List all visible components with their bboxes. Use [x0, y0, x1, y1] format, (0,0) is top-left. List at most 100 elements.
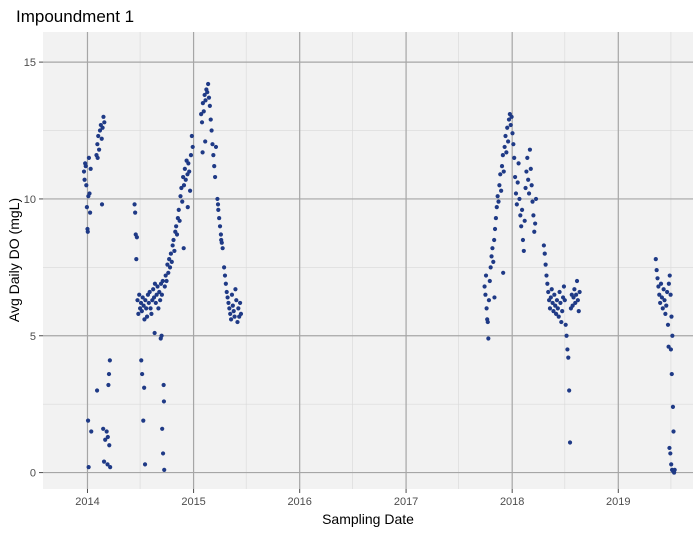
data-point: [149, 311, 154, 316]
x-tick-label: 2014: [75, 496, 99, 508]
data-point: [665, 322, 671, 327]
data-point: [231, 309, 236, 314]
data-point: [203, 139, 208, 144]
data-point: [228, 317, 234, 322]
data-point: [484, 306, 489, 311]
data-point: [669, 462, 674, 467]
data-point: [664, 303, 669, 308]
data-point: [163, 273, 168, 278]
data-point: [666, 281, 671, 286]
data-point: [99, 136, 104, 141]
data-point: [147, 289, 152, 295]
data-point: [229, 292, 235, 297]
data-point: [232, 314, 237, 319]
data-point: [139, 358, 144, 363]
data-point: [190, 144, 195, 150]
data-point: [140, 295, 145, 300]
data-point: [541, 243, 546, 248]
data-point: [486, 336, 491, 341]
data-point: [483, 273, 489, 278]
data-point: [567, 440, 573, 445]
data-point: [162, 284, 167, 289]
data-point: [519, 224, 524, 229]
data-point: [143, 298, 148, 303]
data-point: [494, 205, 499, 210]
data-point: [501, 169, 506, 174]
data-point: [503, 133, 508, 139]
data-point: [483, 292, 488, 297]
data-point: [573, 300, 578, 306]
data-point: [135, 298, 140, 303]
data-point: [506, 139, 511, 144]
data-point: [107, 443, 112, 448]
data-point: [160, 451, 166, 456]
data-point: [482, 284, 487, 289]
data-point: [486, 298, 492, 303]
data-point: [533, 221, 538, 226]
data-point: [107, 358, 112, 363]
data-point: [506, 117, 512, 122]
data-point: [562, 298, 567, 303]
data-point: [553, 303, 558, 308]
data-point: [153, 300, 158, 306]
data-point: [492, 237, 497, 243]
data-point: [667, 445, 672, 451]
data-point: [133, 210, 138, 215]
data-point: [566, 355, 571, 360]
data-point: [656, 284, 661, 289]
data-point: [547, 306, 553, 311]
data-point: [570, 303, 575, 308]
data-point: [177, 218, 182, 223]
data-point: [151, 295, 157, 300]
data-point: [552, 292, 557, 297]
data-point: [101, 459, 107, 464]
data-point: [185, 205, 190, 210]
data-point: [544, 273, 549, 278]
data-point: [225, 295, 230, 300]
data-point: [237, 300, 243, 306]
data-point: [545, 281, 550, 286]
data-point: [200, 101, 205, 106]
data-point: [151, 287, 156, 292]
data-point: [142, 385, 147, 390]
data-point: [95, 155, 100, 160]
data-point: [171, 237, 176, 243]
data-point: [199, 112, 204, 117]
data-point: [146, 300, 151, 306]
data-point: [155, 284, 160, 289]
data-point: [136, 311, 141, 316]
data-point: [137, 292, 142, 297]
data-point: [167, 265, 173, 270]
data-point: [81, 169, 87, 174]
data-point: [132, 202, 137, 207]
data-point: [558, 300, 563, 306]
data-point: [95, 142, 100, 147]
data-point: [492, 295, 497, 300]
data-point: [219, 237, 224, 243]
data-point: [529, 183, 534, 188]
data-point: [230, 303, 235, 308]
data-point: [89, 429, 94, 434]
data-point: [144, 314, 150, 319]
data-point: [495, 194, 500, 199]
data-point: [510, 131, 515, 136]
data-point: [84, 183, 89, 188]
data-point: [101, 114, 106, 119]
data-point: [660, 306, 665, 311]
data-point: [210, 142, 215, 147]
data-point: [550, 300, 555, 306]
data-point: [182, 166, 187, 171]
data-point: [658, 300, 663, 306]
x-tick-label: 2015: [181, 496, 205, 508]
data-point: [554, 298, 560, 303]
data-point: [665, 289, 670, 295]
data-point: [216, 207, 221, 212]
data-point: [206, 95, 212, 100]
major-gridlines: [43, 32, 693, 489]
data-point: [526, 191, 532, 196]
data-point: [523, 185, 528, 191]
data-point: [511, 142, 516, 147]
data-point: [106, 371, 112, 377]
data-point: [181, 174, 186, 180]
data-point: [103, 437, 108, 442]
